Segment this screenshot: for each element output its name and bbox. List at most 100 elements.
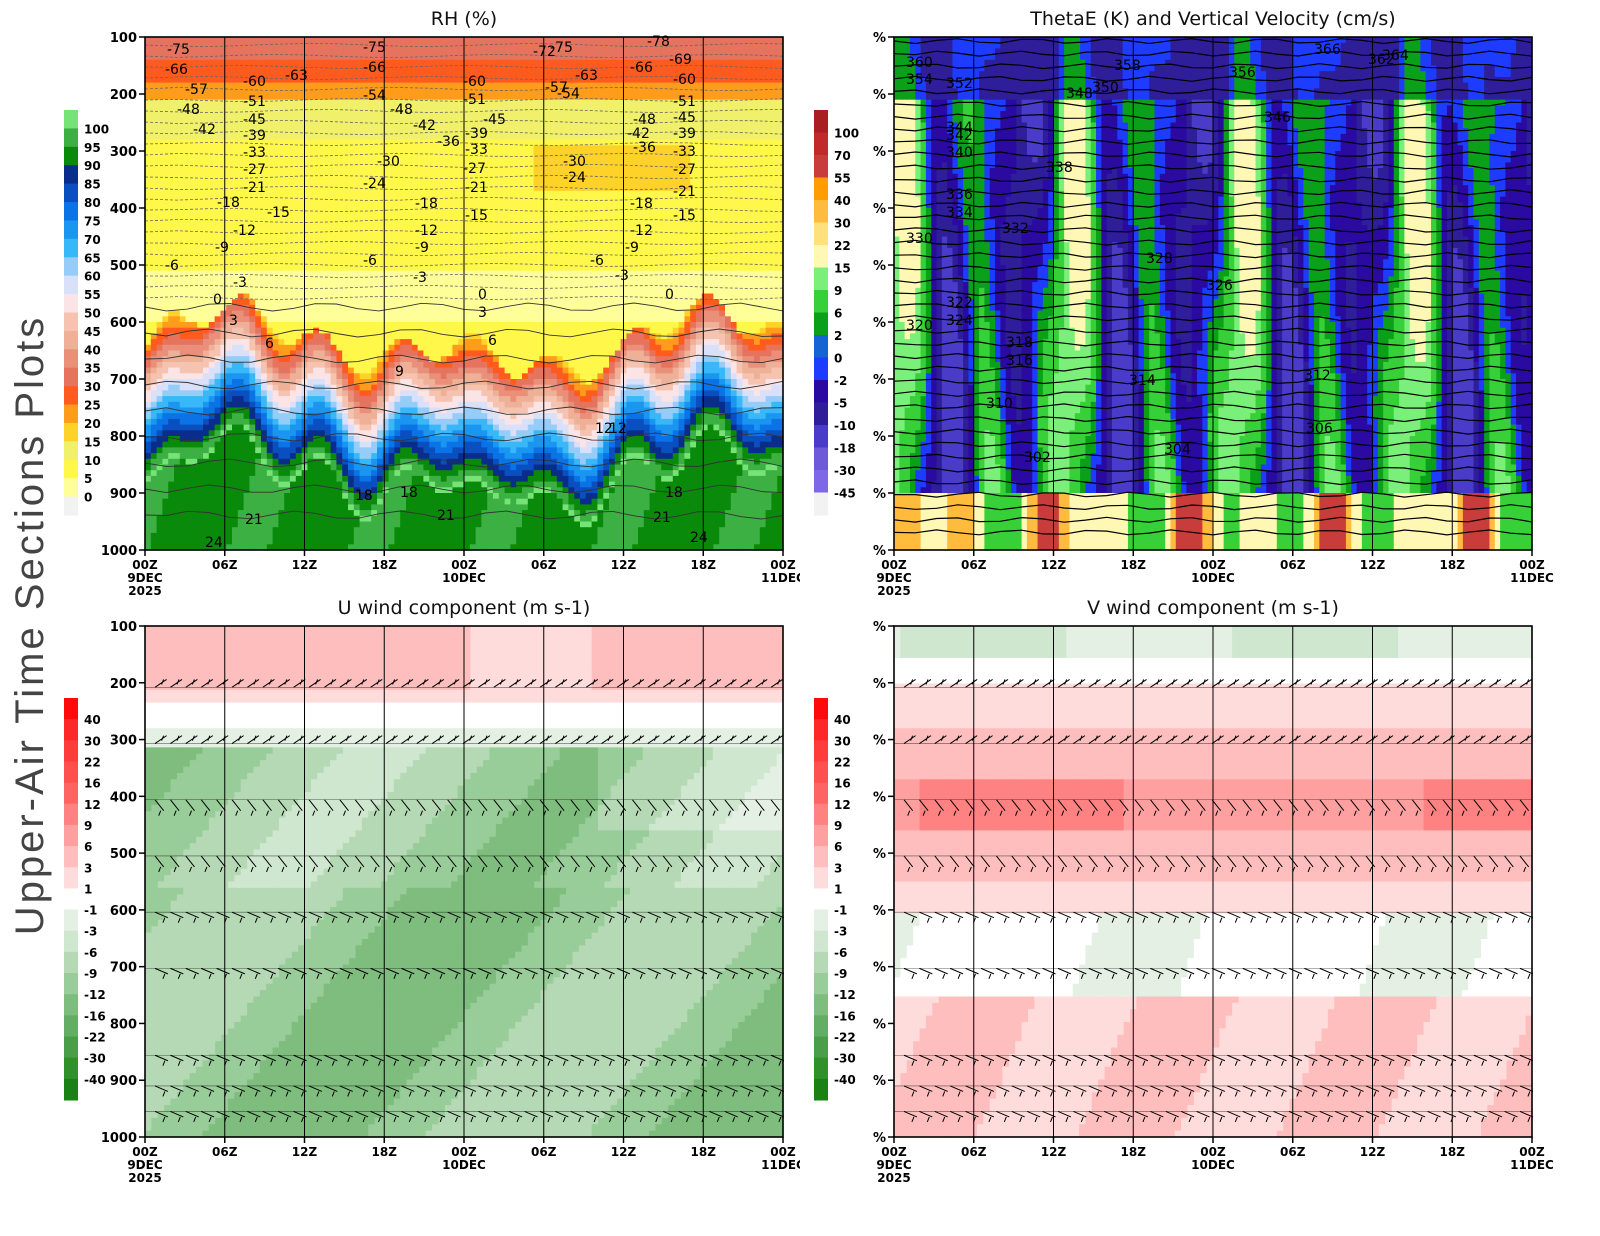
field-cell <box>545 219 552 226</box>
field-cell <box>290 48 297 55</box>
field-cell <box>394 94 401 101</box>
field-cell <box>307 48 314 55</box>
field-cell <box>185 42 192 49</box>
field-cell <box>394 156 401 163</box>
field-cell <box>382 48 390 55</box>
field-cell <box>771 190 778 198</box>
field-cell <box>551 213 558 220</box>
field-cell <box>748 54 755 61</box>
field-cell <box>725 230 732 238</box>
field-cell <box>226 173 233 181</box>
field-cell <box>690 82 697 89</box>
field-cell <box>266 202 274 209</box>
field-cell <box>742 173 749 181</box>
field-cell <box>394 71 401 78</box>
field-cell <box>498 202 506 209</box>
field-cell <box>516 276 523 283</box>
field-cell <box>365 219 372 226</box>
field-cell <box>667 151 674 158</box>
field-cell <box>754 59 761 67</box>
field-cell <box>185 139 192 146</box>
field-cell <box>348 59 355 67</box>
field-cell <box>522 196 529 203</box>
field-cell <box>713 128 720 135</box>
field-cell <box>203 276 210 283</box>
field-cell <box>237 111 245 118</box>
field-cell <box>481 168 488 175</box>
field-cell <box>568 116 575 124</box>
field-cell <box>255 133 262 141</box>
field-cell <box>295 168 303 175</box>
field-cell <box>458 48 465 55</box>
field-cell <box>661 151 668 158</box>
field-cell <box>197 270 204 277</box>
field-cell <box>701 76 709 84</box>
field-cell <box>365 94 372 101</box>
field-cell <box>498 282 506 289</box>
field-cell <box>272 276 279 283</box>
field-cell <box>527 179 535 186</box>
field-cell <box>324 139 332 146</box>
field-cell <box>290 185 297 192</box>
field-cell <box>527 242 535 249</box>
field-cell <box>353 139 361 146</box>
field-cell <box>377 287 384 295</box>
field-cell <box>261 128 268 135</box>
field-cell <box>162 133 169 141</box>
field-cell <box>394 133 401 141</box>
field-cell <box>440 179 448 186</box>
field-cell <box>580 219 587 226</box>
field-cell <box>597 116 604 124</box>
field-cell <box>504 259 511 266</box>
field-cell <box>435 287 442 295</box>
field-cell <box>771 105 778 112</box>
field-cell <box>435 139 442 146</box>
field-cell <box>533 202 540 209</box>
field-cell <box>440 82 448 89</box>
field-cell <box>603 236 610 243</box>
field-cell <box>278 270 285 277</box>
field-cell <box>672 37 680 44</box>
field-cell <box>556 282 564 289</box>
field-cell <box>649 42 656 49</box>
field-cell <box>156 242 163 249</box>
field-cell <box>667 105 674 112</box>
field-cell <box>742 151 749 158</box>
field-cell <box>150 37 158 44</box>
field-cell <box>394 168 401 175</box>
field-cell <box>707 185 714 192</box>
field-cell <box>469 208 477 215</box>
field-cell <box>585 168 593 175</box>
field-cell <box>214 282 221 289</box>
field-cell <box>174 259 181 266</box>
field-cell <box>522 213 529 220</box>
field-cell <box>191 168 198 175</box>
field-cell <box>342 37 349 44</box>
field-cell <box>551 156 558 163</box>
field-cell <box>748 88 755 95</box>
field-cell <box>452 37 459 44</box>
field-cell <box>481 59 488 67</box>
field-cell <box>545 230 552 238</box>
field-cell <box>678 282 685 289</box>
field-cell <box>208 76 216 84</box>
field-cell <box>330 282 337 289</box>
field-cell <box>440 190 448 198</box>
field-cell <box>400 151 407 158</box>
field-cell <box>487 88 494 95</box>
field-cell <box>725 168 732 175</box>
field-cell <box>696 219 703 226</box>
field-cell <box>655 122 662 129</box>
field-cell <box>742 139 749 146</box>
field-cell <box>487 219 494 226</box>
field-cell <box>429 236 436 243</box>
field-cell <box>707 156 714 163</box>
field-cell <box>278 179 285 186</box>
field-cell <box>371 99 378 106</box>
field-cell <box>748 94 755 101</box>
field-cell <box>661 225 668 232</box>
field-cell <box>359 242 366 249</box>
field-cell <box>510 82 517 89</box>
field-cell <box>179 59 187 67</box>
field-cell <box>174 111 181 118</box>
